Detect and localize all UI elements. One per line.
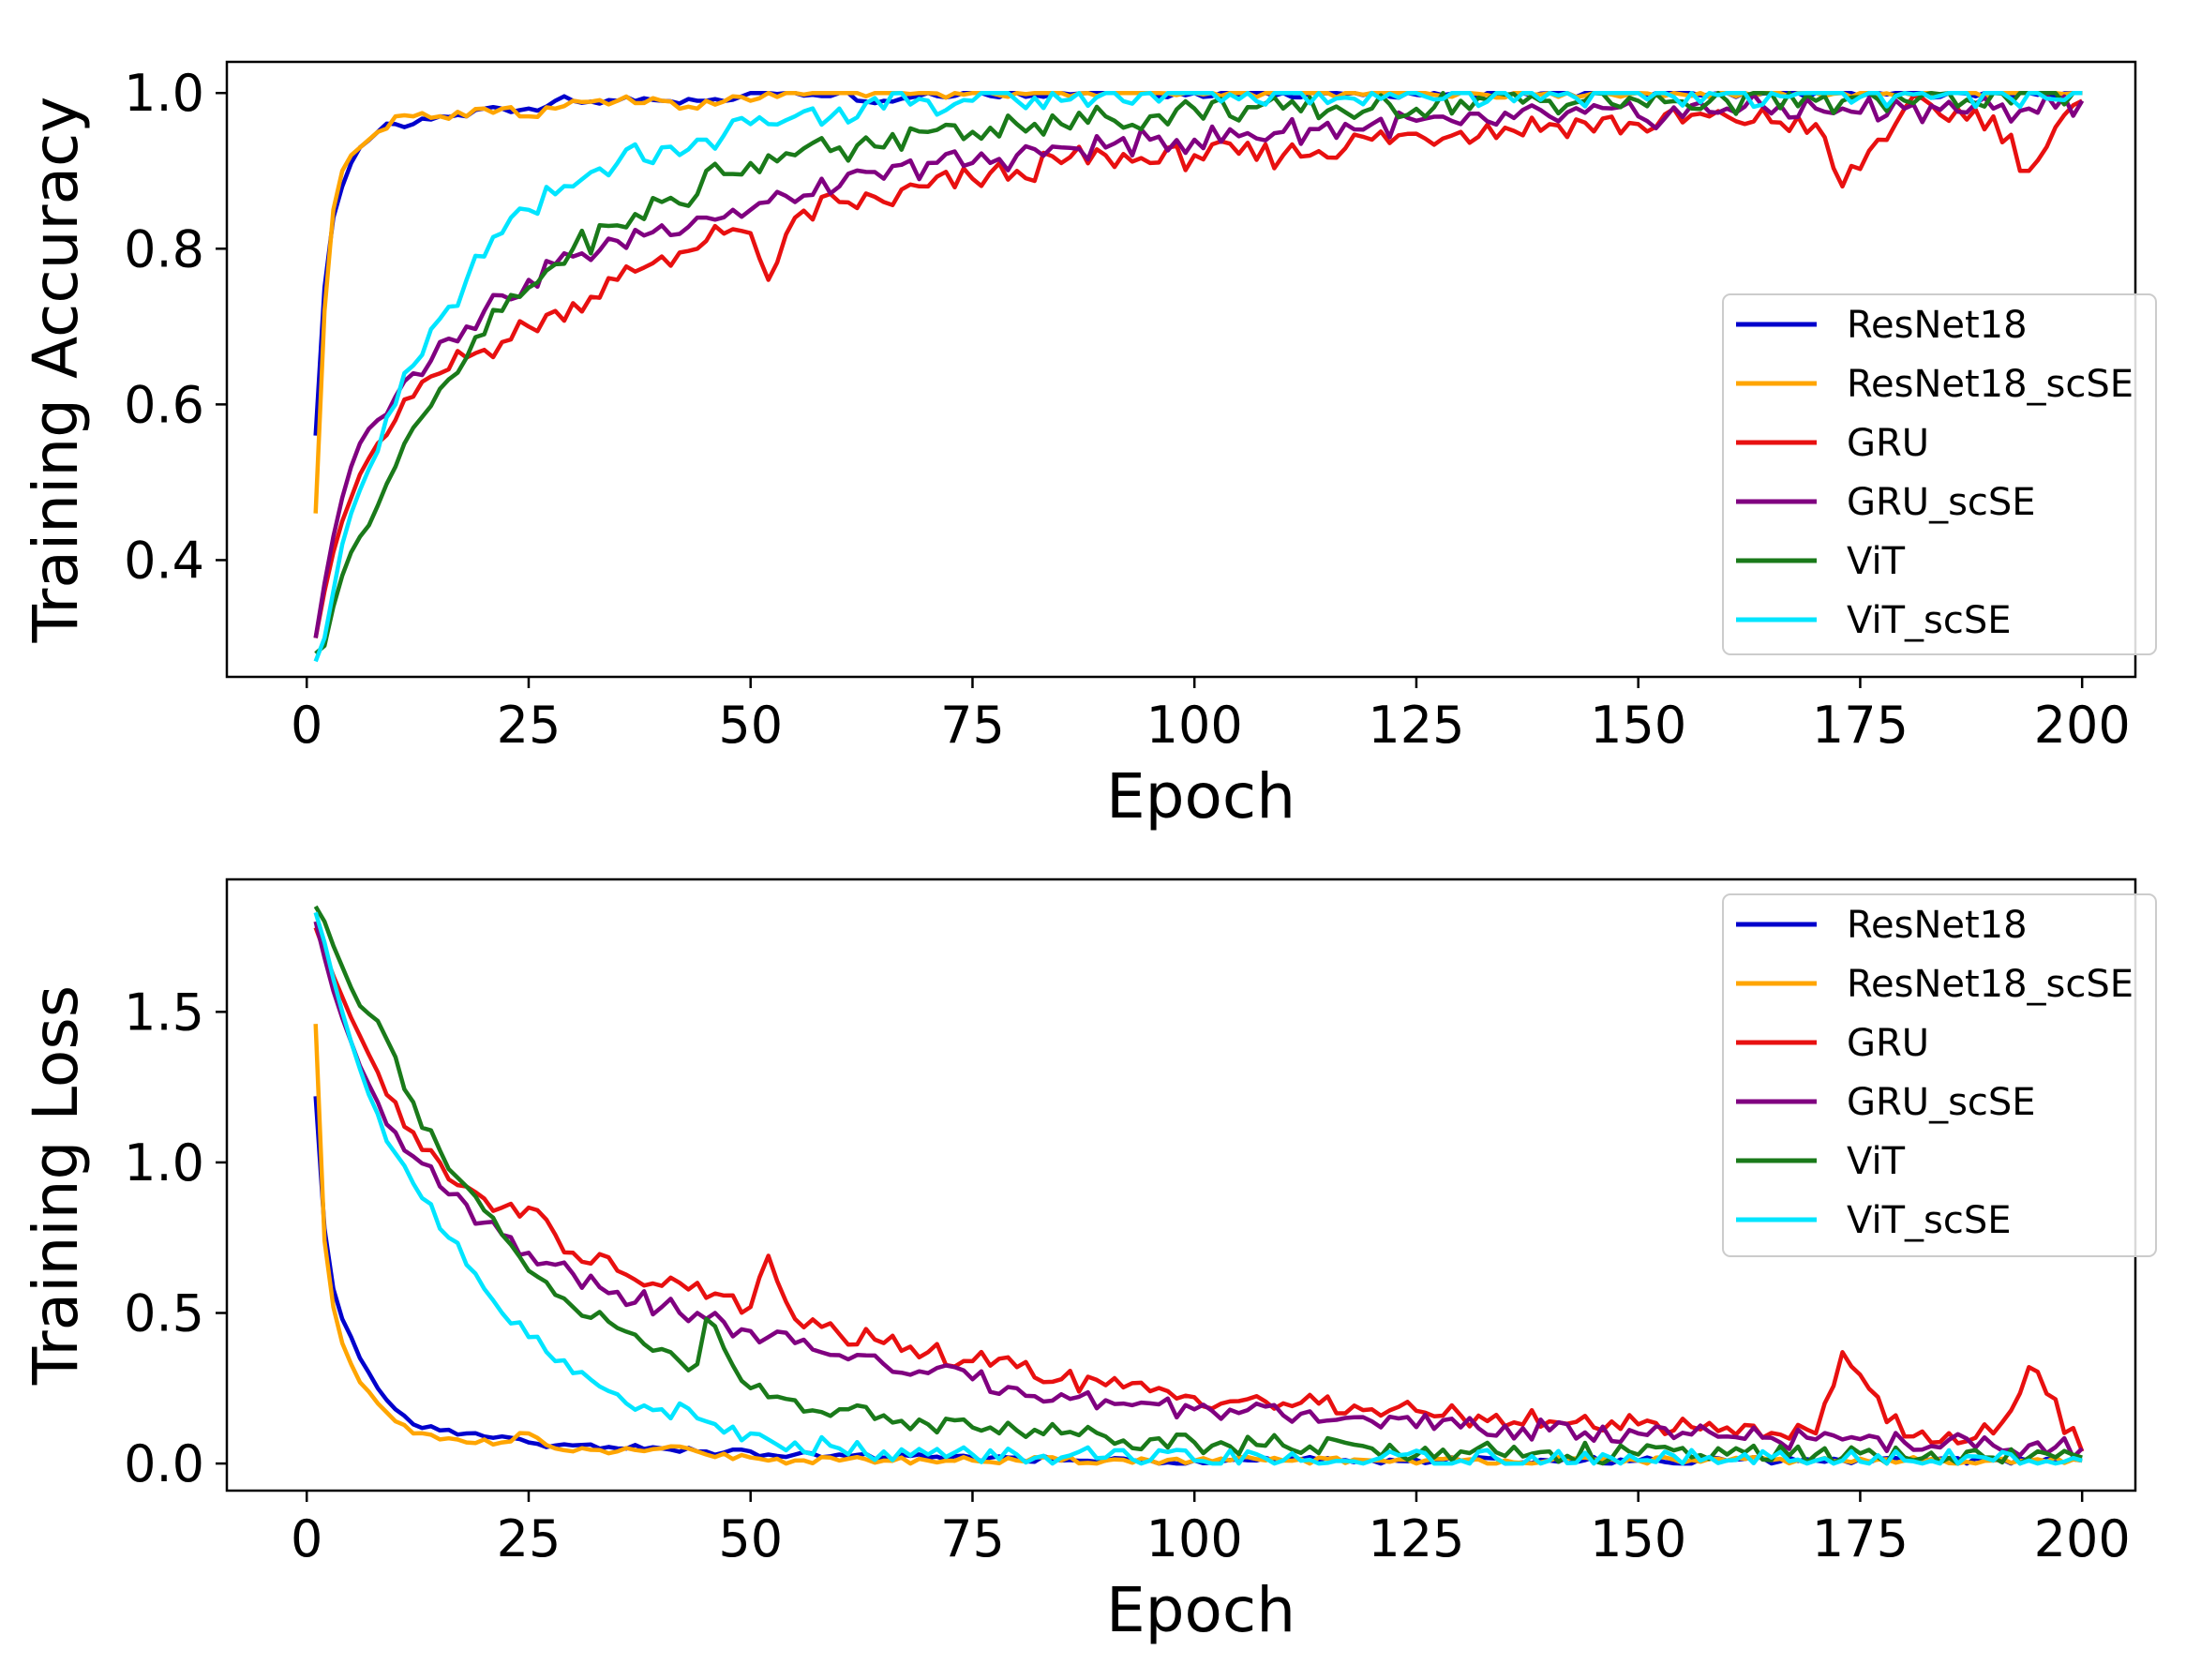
loss-legend-label: ResNet18 bbox=[1847, 904, 2028, 947]
loss-y-tick-label: 1.0 bbox=[124, 1133, 204, 1192]
accuracy-x-tick-label: 75 bbox=[940, 696, 1005, 755]
accuracy-y-tick-label: 1.0 bbox=[124, 64, 204, 123]
accuracy-x-tick-label: 100 bbox=[1146, 696, 1243, 755]
loss-x-tick-label: 150 bbox=[1590, 1509, 1686, 1568]
accuracy-legend-label: GRU_scSE bbox=[1847, 481, 2036, 524]
accuracy-x-axis-label: Epoch bbox=[1106, 760, 1295, 832]
loss-x-tick-label: 0 bbox=[291, 1509, 322, 1568]
loss-y-tick-label: 0.0 bbox=[124, 1434, 204, 1493]
accuracy-x-tick-label: 175 bbox=[1812, 696, 1909, 755]
loss-legend: ResNet18 ResNet18_scSE GRU GRU_scSE ViT ViT_s… bbox=[1722, 893, 2157, 1257]
loss-x-tick-label: 200 bbox=[2034, 1509, 2131, 1568]
loss-chart: 0 25 50 75 100 125 150 175 200 0.0 0.5 1.0 1.5 Train… bbox=[20, 878, 2157, 1646]
accuracy-series-gru bbox=[313, 94, 2084, 638]
accuracy-legend-label: ViT_scSE bbox=[1847, 599, 2012, 642]
loss-series-gru-scse bbox=[313, 921, 2084, 1460]
loss-legend-label: ResNet18_scSE bbox=[1847, 963, 2134, 1006]
loss-x-tick-label: 100 bbox=[1146, 1509, 1243, 1568]
loss-y-tick-label: 0.5 bbox=[124, 1284, 204, 1343]
accuracy-series-vit-scse bbox=[313, 90, 2083, 663]
accuracy-legend: ResNet18 ResNet18_scSE GRU GRU_scSE ViT ViT_s… bbox=[1722, 293, 2157, 655]
accuracy-y-tick-label: 0.4 bbox=[124, 531, 204, 590]
loss-x-tick-label: 125 bbox=[1368, 1509, 1464, 1568]
accuracy-x-tick-label: 50 bbox=[718, 696, 783, 755]
loss-x-axis-label: Epoch bbox=[1106, 1574, 1295, 1646]
loss-x-tick-label: 75 bbox=[940, 1509, 1005, 1568]
loss-x-tick-label: 175 bbox=[1812, 1509, 1909, 1568]
accuracy-legend-label: ViT bbox=[1847, 540, 1906, 583]
loss-y-axis-label: Training Loss bbox=[20, 985, 92, 1386]
loss-legend-label: ViT_scSE bbox=[1847, 1199, 2012, 1242]
loss-x-tick-label: 25 bbox=[497, 1509, 561, 1568]
accuracy-x-tick-label: 200 bbox=[2034, 696, 2131, 755]
loss-legend-label: ViT bbox=[1847, 1140, 1906, 1183]
loss-series-vit-scse bbox=[313, 911, 2083, 1466]
accuracy-legend-label: ResNet18_scSE bbox=[1847, 363, 2134, 406]
accuracy-x-tick-label: 150 bbox=[1590, 696, 1686, 755]
accuracy-legend-label: GRU bbox=[1847, 422, 1929, 465]
accuracy-x-tick-label: 0 bbox=[291, 696, 322, 755]
loss-series-gru bbox=[313, 926, 2085, 1452]
accuracy-x-tick-label: 125 bbox=[1368, 696, 1464, 755]
accuracy-chart: 0 25 50 75 100 125 150 175 200 0.4 0.6 0.8 1.0 Train… bbox=[20, 60, 2157, 832]
accuracy-x-tick-label: 25 bbox=[497, 696, 561, 755]
loss-legend-label: GRU_scSE bbox=[1847, 1081, 2036, 1124]
loss-x-tick-label: 50 bbox=[718, 1509, 783, 1568]
accuracy-y-tick-label: 0.6 bbox=[124, 375, 204, 434]
accuracy-series-gru-scse bbox=[313, 92, 2085, 638]
loss-series-vit bbox=[313, 905, 2083, 1466]
accuracy-legend-label: ResNet18 bbox=[1847, 304, 2028, 347]
loss-legend-label: GRU bbox=[1847, 1022, 1929, 1065]
accuracy-y-axis-label: Training Accuracy bbox=[20, 97, 92, 644]
loss-y-tick-label: 1.5 bbox=[124, 982, 204, 1042]
accuracy-y-tick-label: 0.8 bbox=[124, 219, 204, 278]
